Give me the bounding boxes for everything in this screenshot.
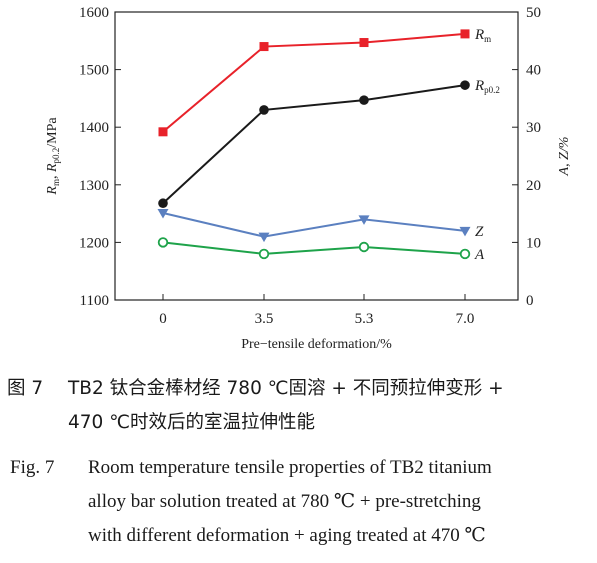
series-label: Z: [475, 224, 484, 240]
left-y-label-r2: R: [45, 163, 60, 173]
data-point-square: [259, 42, 269, 52]
data-point-open-circle: [157, 237, 169, 248]
left-tick-label: 1600: [79, 5, 109, 21]
caption-cn-label: 图 7: [7, 378, 44, 399]
series-label: Rp0.2: [474, 78, 500, 95]
plot-border: [114, 11, 519, 301]
left-axis-ticks: 1100 1200 1300 1400 1500 1600: [79, 5, 121, 309]
data-point-circle: [259, 105, 269, 115]
left-y-label-r1: R: [45, 186, 60, 196]
plot-frame: [114, 11, 519, 301]
series-line: [162, 212, 466, 238]
series-r-m: Rm: [158, 27, 491, 137]
series-r-p0-2: Rp0.2: [158, 78, 500, 209]
right-tick-label: 30: [526, 120, 541, 136]
x-tick-label: 0: [159, 311, 167, 327]
x-axis-ticks: 0 3.5 5.3 7.0: [159, 294, 474, 327]
series-a: A: [157, 237, 485, 263]
left-tick-label: 1100: [80, 293, 109, 309]
series-line: [162, 32, 466, 133]
series-label: A: [474, 247, 485, 263]
data-point-circle: [460, 80, 470, 90]
data-point-open-circle: [358, 241, 370, 253]
left-y-label-sub1: m: [51, 179, 61, 186]
left-y-label-unit: /MPa: [45, 117, 60, 148]
left-tick-label: 1300: [79, 178, 109, 194]
data-point-open-circle: [258, 248, 270, 260]
caption-en-line-2: alloy bar solution treated at 780 ℃ + pr…: [88, 491, 481, 512]
x-tick-label: 5.3: [355, 311, 374, 327]
data-point-square: [460, 29, 470, 39]
data-point-square: [158, 127, 168, 137]
left-y-label-sub2: p0.2: [51, 148, 61, 164]
right-tick-label: 10: [526, 235, 541, 251]
data-point-triangle: [459, 226, 471, 237]
tensile-properties-chart: 1100 1200 1300 1400 1500 1600 0 10 20 30 40 50 0 3.…: [45, 5, 572, 352]
caption-cn-line-2: 470 ℃时效后的室温拉伸性能: [68, 412, 315, 433]
caption-en-line-3: with different deformation + aging treat…: [88, 525, 486, 546]
right-tick-label: 50: [526, 5, 541, 21]
right-tick-label: 0: [526, 293, 534, 309]
left-tick-label: 1500: [79, 63, 109, 79]
x-tick-label: 7.0: [456, 311, 475, 327]
right-tick-label: 20: [526, 178, 541, 194]
right-y-axis-label: A, Z/%: [557, 137, 572, 177]
right-axis-ticks: 0 10 20 30 40 50: [512, 5, 541, 309]
series-line: [162, 84, 466, 204]
x-tick-label: 3.5: [255, 311, 274, 327]
series-layer: Rm Rp0.2 ZA: [157, 27, 500, 263]
left-tick-label: 1200: [79, 235, 109, 251]
data-point-triangle: [258, 232, 270, 243]
data-point-triangle: [157, 209, 169, 219]
data-point-triangle: [358, 215, 370, 225]
series-label: Rm: [474, 27, 491, 44]
caption-cn-line-1: TB2 钛合金棒材经 780 ℃固溶 + 不同预拉伸变形 +: [68, 378, 504, 399]
left-y-axis-label: Rm, Rp0.2/MPa: [45, 117, 61, 196]
data-point-open-circle: [459, 248, 471, 260]
x-axis-label: Pre−tensile deformation/%: [241, 337, 392, 352]
caption-en-line-1: Room temperature tensile properties of T…: [88, 457, 492, 478]
left-tick-label: 1400: [79, 120, 109, 136]
caption-en-label: Fig. 7: [10, 457, 55, 478]
series-line: [162, 241, 466, 255]
series-z: Z: [157, 209, 484, 243]
left-y-label-comma: ,: [45, 172, 60, 179]
right-tick-label: 40: [526, 63, 541, 79]
data-point-circle: [359, 95, 369, 105]
data-point-circle: [158, 198, 168, 209]
data-point-square: [359, 38, 369, 48]
